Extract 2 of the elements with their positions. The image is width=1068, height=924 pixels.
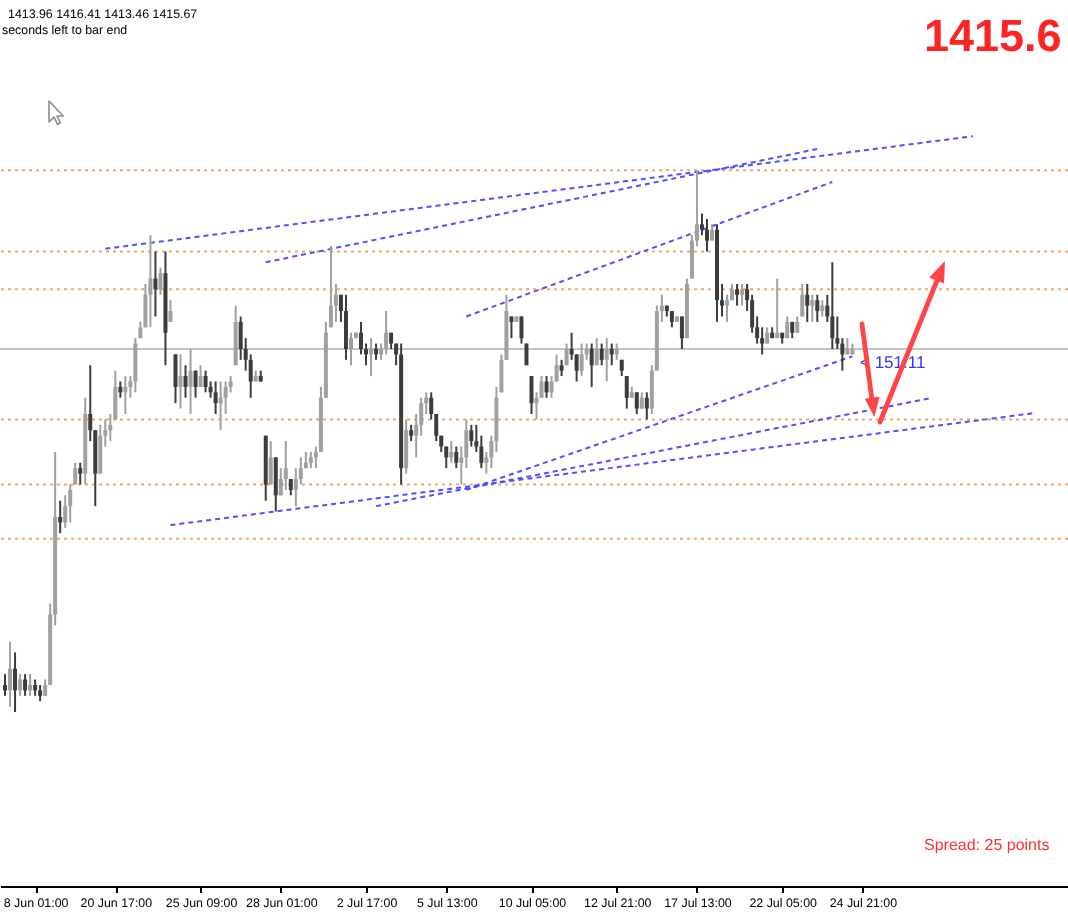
text: Spread: 25 points — [924, 836, 1050, 854]
text: 1415.6 — [924, 11, 1062, 61]
